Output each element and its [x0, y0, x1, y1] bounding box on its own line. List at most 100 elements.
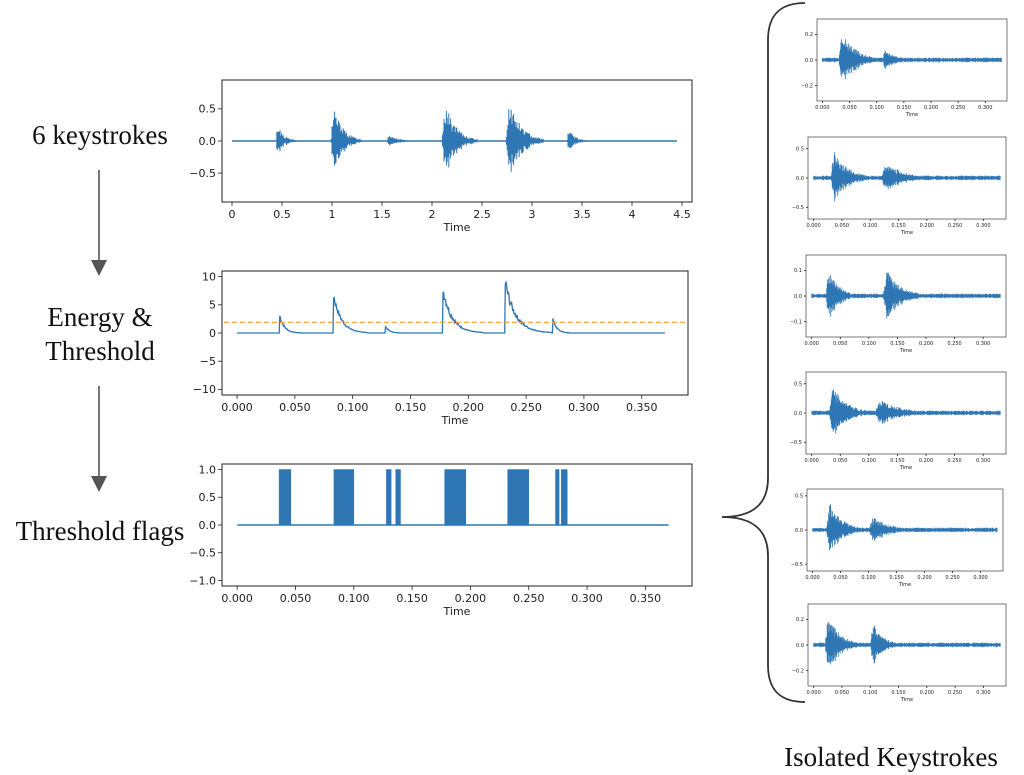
- x-tick-label: 0.150: [891, 223, 905, 229]
- y-tick-label: 0.0: [794, 411, 802, 417]
- waveform-trace: [276, 109, 587, 172]
- x-tick-label: 0.100: [863, 690, 877, 696]
- x-tick-label: 0.250: [947, 341, 961, 347]
- x-tick-label: 4: [629, 208, 636, 221]
- x-axis-label: Time: [441, 414, 469, 427]
- x-tick-label: 0.300: [976, 690, 990, 696]
- y-tick-label: 1.0: [199, 463, 217, 476]
- y-tick-label: −0.2: [792, 668, 804, 674]
- y-tick-label: 0.0: [796, 643, 804, 649]
- y-tick-label: 0.0: [795, 528, 803, 534]
- y-tick-label: −0.5: [189, 547, 216, 560]
- x-tick-label: 1.5: [373, 208, 391, 221]
- y-tick-label: 0.1: [794, 268, 802, 274]
- x-tick-label: 0.200: [919, 458, 933, 464]
- x-tick-label: 0.250: [951, 105, 965, 111]
- x-tick-label: 0.200: [919, 341, 933, 347]
- step-label-energy: Energy &: [47, 302, 153, 332]
- x-tick-label: 0.000: [805, 575, 819, 581]
- x-tick-label: 0.100: [862, 341, 876, 347]
- flag-interval: [507, 469, 530, 526]
- waveform-trace: [813, 152, 1001, 202]
- x-tick-label: 0: [229, 208, 236, 221]
- x-tick-label: 0.100: [338, 592, 370, 605]
- y-tick-label: −0.5: [791, 562, 803, 568]
- x-tick-label: 0.300: [976, 458, 990, 464]
- y-tick-label: 0.5: [199, 491, 217, 504]
- y-tick-label: 0: [209, 327, 216, 340]
- y-tick-label: −0.5: [189, 167, 216, 180]
- x-tick-label: 0.100: [863, 223, 877, 229]
- chart-isolated-keystroke-3: 0.000 0.050 0.100 0.150 0.200 0.250 0.300 0.1 0.…: [790, 254, 1007, 354]
- chart-isolated-keystroke-1: 0.000 0.050 0.100 0.150 0.200 0.250 0.300 0.2 0.…: [801, 18, 1008, 118]
- x-tick-label: 0.150: [889, 575, 903, 581]
- x-tick-label: 0.200: [917, 575, 931, 581]
- step-label-threshold-flags: Threshold flags: [15, 516, 185, 546]
- x-tick-label: 0.250: [513, 592, 545, 605]
- x-tick-label: 0.050: [842, 105, 856, 111]
- waveform-trace: [813, 622, 1001, 665]
- y-tick-label: 0.0: [796, 176, 804, 182]
- x-tick-label: 0.150: [891, 690, 905, 696]
- y-tick-label: −0.1: [790, 319, 802, 325]
- y-tick-label: 0.5: [199, 103, 217, 116]
- y-tick-label: 0.5: [794, 381, 802, 387]
- y-tick-label: 0.5: [795, 494, 803, 500]
- y-tick-label: 0.0: [199, 519, 217, 532]
- x-tick-label: 0.350: [630, 592, 662, 605]
- x-tick-label: 4.5: [673, 208, 691, 221]
- energy-curve: [237, 280, 665, 334]
- step-label-threshold: Threshold: [45, 336, 155, 366]
- y-tick-label: 0.0: [199, 135, 217, 148]
- x-tick-label: 0.200: [920, 223, 934, 229]
- x-tick-label: 0.250: [948, 690, 962, 696]
- x-tick-label: 0.300: [978, 105, 992, 111]
- x-tick-label: 0.150: [890, 458, 904, 464]
- x-tick-label: 0.000: [805, 341, 819, 347]
- y-tick-label: −5: [200, 355, 216, 368]
- x-tick-label: 0.000: [221, 592, 253, 605]
- x-tick-label: 0.050: [835, 690, 849, 696]
- waveform-trace: [811, 272, 1001, 319]
- y-tick-label: −10: [193, 383, 216, 396]
- x-tick-label: 0.250: [947, 458, 961, 464]
- x-tick-label: 0.050: [833, 458, 847, 464]
- x-tick-label: 3: [529, 208, 536, 221]
- y-tick-label: −0.2: [801, 83, 813, 89]
- x-tick-label: 0.300: [973, 575, 987, 581]
- chart-raw-waveform: 0 0.5 1 1.5 2 2.5 3 3.5 4 4.5 0.5 0.0 −0.5 Time: [189, 79, 693, 234]
- x-tick-label: 0.000: [805, 458, 819, 464]
- x-tick-label: 2.5: [473, 208, 491, 221]
- x-tick-label: 0.250: [510, 401, 542, 414]
- x-tick-label: 0.150: [395, 401, 427, 414]
- waveform-trace: [812, 504, 998, 551]
- x-tick-label: 0.100: [862, 458, 876, 464]
- x-tick-label: 0.300: [571, 592, 603, 605]
- y-tick-label: 0.5: [796, 146, 804, 152]
- x-tick-label: 0.300: [976, 223, 990, 229]
- y-tick-label: −0.5: [790, 440, 802, 446]
- x-tick-label: 0.050: [835, 223, 849, 229]
- x-tick-label: 0.350: [626, 401, 658, 414]
- waveform-trace: [822, 39, 1002, 79]
- x-axis-label: Time: [899, 465, 912, 471]
- flag-interval: [444, 469, 467, 526]
- chart-isolated-keystroke-6: 0.000 0.050 0.100 0.150 0.200 0.250 0.300 0.2 0.…: [792, 603, 1007, 703]
- x-tick-label: 0.050: [280, 592, 312, 605]
- x-tick-label: 0.100: [870, 105, 884, 111]
- x-tick-label: 0.000: [806, 690, 820, 696]
- flag-interval: [555, 469, 560, 526]
- x-tick-label: 0.150: [897, 105, 911, 111]
- x-axis-label: Time: [443, 605, 471, 618]
- x-tick-label: 2: [429, 208, 436, 221]
- x-tick-label: 0.300: [976, 341, 990, 347]
- waveform-trace: [811, 389, 1001, 434]
- y-tick-label: −1.0: [189, 574, 216, 587]
- x-tick-label: 0.200: [924, 105, 938, 111]
- x-axis-label: Time: [899, 348, 912, 354]
- y-tick-label: 5: [209, 299, 216, 312]
- x-axis-label: Time: [443, 221, 471, 234]
- x-tick-label: 1: [329, 208, 336, 221]
